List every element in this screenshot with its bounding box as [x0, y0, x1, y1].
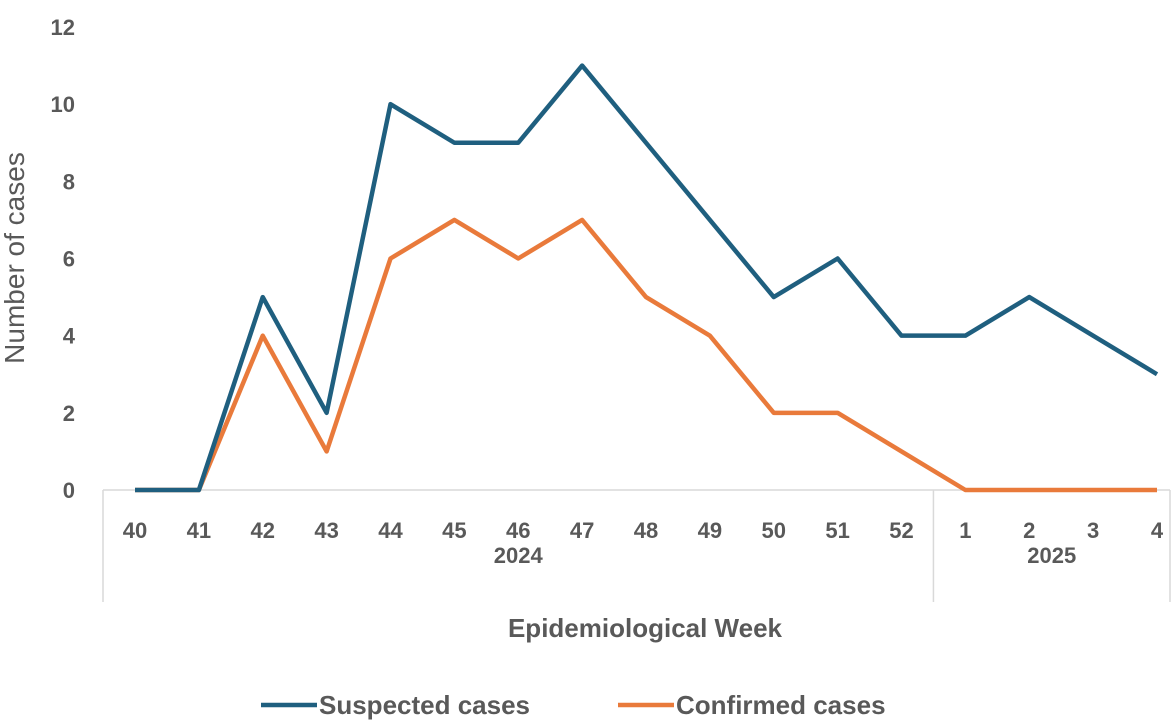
x-tick-label: 40: [123, 518, 147, 543]
x-tick-label: 46: [506, 518, 530, 543]
y-tick-label: 4: [63, 324, 76, 349]
x-tick-label: 2: [1023, 518, 1035, 543]
y-tick-label: 10: [51, 92, 75, 117]
series-lines: [135, 63, 1159, 493]
x-tick-label: 43: [314, 518, 338, 543]
legend-label: Suspected cases: [319, 690, 530, 720]
x-axis-title: Epidemiological Week: [508, 613, 783, 643]
x-tick-label: 41: [187, 518, 211, 543]
x-axis: [102, 489, 1171, 602]
y-tick-label: 6: [63, 247, 75, 272]
x-tick-label: 51: [825, 518, 849, 543]
legend-item: Suspected cases: [261, 690, 530, 720]
x-tick-label: 52: [889, 518, 913, 543]
x-tick-labels: 40 41 42 43 44 45 46 47 48 49 50 51 52 1 2 3 4: [123, 518, 1164, 543]
legend: Suspected cases Confirmed cases: [261, 690, 886, 720]
y-tick-label: 0: [63, 478, 75, 503]
legend-item: Confirmed cases: [618, 690, 886, 720]
y-tick-label: 12: [51, 15, 75, 40]
x-group-labels: 2024 2025: [494, 543, 1076, 568]
x-tick-label: 4: [1151, 518, 1164, 543]
x-tick-label: 3: [1087, 518, 1099, 543]
x-tick-label: 50: [762, 518, 786, 543]
x-group-label: 2024: [494, 543, 544, 568]
legend-label: Confirmed cases: [676, 690, 886, 720]
x-tick-label: 1: [959, 518, 971, 543]
x-tick-label: 48: [634, 518, 658, 543]
x-tick-label: 44: [378, 518, 403, 543]
y-tick-label: 8: [63, 169, 75, 194]
y-tick-label: 2: [63, 401, 75, 426]
x-tick-label: 47: [570, 518, 594, 543]
series-line-confirmed-cases: [135, 217, 1157, 493]
y-axis-title: Number of cases: [0, 152, 30, 364]
y-tick-labels: 0 2 4 6 8 10 12: [51, 15, 76, 503]
x-tick-label: 45: [442, 518, 466, 543]
x-tick-label: 42: [251, 518, 275, 543]
x-tick-label: 49: [698, 518, 722, 543]
series-line-suspected-cases: [135, 63, 1159, 493]
x-group-label: 2025: [1027, 543, 1076, 568]
